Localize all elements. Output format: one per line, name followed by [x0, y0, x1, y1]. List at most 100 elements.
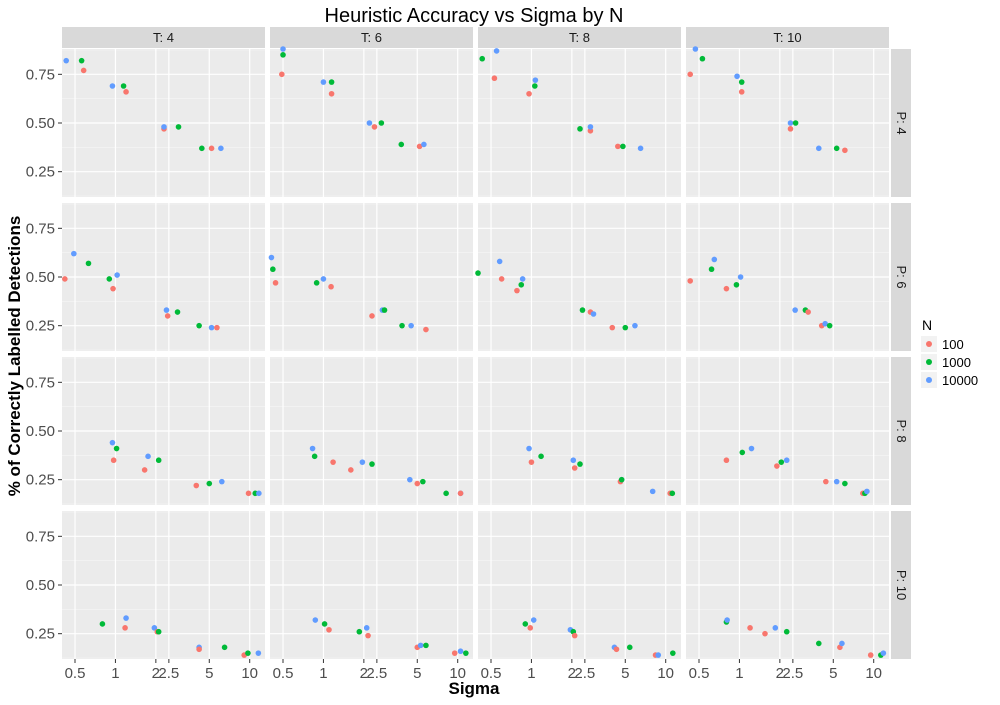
data-point-n-100	[615, 143, 621, 150]
data-point-n-1000	[792, 120, 799, 126]
legend: N 100 1000 10000	[921, 317, 978, 388]
data-point-n-1000	[463, 650, 469, 656]
panel	[270, 511, 473, 659]
data-point-n-1000	[270, 266, 276, 273]
row-strip-label: P: 10	[894, 570, 909, 600]
data-point-n-1000	[356, 628, 363, 635]
data-point-n-1000	[321, 621, 328, 627]
data-point-n-10000	[590, 311, 597, 317]
x-tick-label: 5	[205, 665, 213, 682]
data-point-n-1000	[826, 322, 833, 329]
y-tick-label: 0.75	[26, 528, 55, 545]
data-point-n-100	[328, 90, 335, 97]
panel	[62, 49, 265, 197]
data-point-n-1000	[538, 453, 544, 460]
data-point-n-1000	[311, 453, 318, 460]
data-point-n-10000	[772, 625, 779, 631]
data-point-n-100	[738, 89, 745, 95]
legend-marker	[926, 359, 932, 365]
data-point-n-1000	[280, 52, 286, 58]
x-tick-label: 2	[152, 665, 160, 682]
data-point-n-10000	[783, 457, 790, 464]
y-tick-label: 0.25	[26, 318, 55, 335]
data-point-n-100	[371, 124, 378, 130]
data-point-n-1000	[738, 79, 745, 85]
data-point-n-100	[774, 463, 780, 469]
data-point-n-100	[527, 625, 534, 631]
data-point-n-10000	[493, 48, 500, 54]
data-point-n-10000	[711, 256, 718, 263]
x-tick-label: 0.5	[273, 665, 294, 682]
data-point-n-1000	[522, 621, 529, 627]
data-point-n-10000	[114, 272, 120, 278]
x-tick-label: 1	[111, 665, 119, 682]
data-point-n-100	[208, 145, 215, 152]
data-point-n-10000	[833, 478, 840, 485]
data-point-n-10000	[649, 488, 656, 495]
data-point-n-1000	[399, 322, 405, 329]
data-point-n-1000	[783, 628, 790, 635]
data-point-n-10000	[320, 79, 327, 85]
x-tick-label: 0.5	[65, 665, 86, 682]
legend-label: 10000	[942, 373, 978, 388]
data-point-n-1000	[778, 459, 785, 465]
data-point-n-1000	[175, 124, 182, 130]
row-strip	[891, 49, 911, 197]
x-tick-label: 0.5	[689, 665, 710, 682]
data-point-n-10000	[724, 617, 730, 623]
data-point-n-1000	[443, 490, 449, 497]
data-point-n-100	[110, 285, 116, 292]
data-point-n-1000	[620, 143, 626, 150]
data-point-n-100	[823, 478, 829, 485]
x-tick-label: 2	[360, 665, 368, 682]
data-point-n-10000	[63, 57, 70, 64]
data-point-n-1000	[155, 457, 162, 464]
y-tick-label: 0.75	[26, 220, 55, 237]
data-point-n-100	[514, 287, 520, 294]
data-point-n-10000	[309, 445, 316, 452]
data-point-n-1000	[618, 476, 625, 483]
data-point-n-1000	[196, 322, 202, 329]
column-strip	[62, 27, 265, 48]
data-point-n-100	[687, 71, 694, 78]
data-point-n-1000	[120, 83, 127, 89]
data-point-n-10000	[359, 459, 366, 465]
data-point-n-10000	[320, 276, 327, 282]
x-tick-label: 10	[449, 665, 466, 682]
data-point-n-10000	[109, 83, 116, 89]
legend-marker	[926, 341, 932, 347]
data-point-n-100	[330, 459, 336, 465]
data-point-n-10000	[815, 145, 822, 152]
data-point-n-100	[348, 467, 354, 473]
data-point-n-1000	[381, 307, 388, 313]
data-point-n-100	[787, 126, 794, 132]
data-point-n-100	[123, 89, 129, 95]
y-tick-label: 0.25	[26, 164, 55, 181]
data-point-n-10000	[519, 276, 526, 282]
data-point-n-100	[214, 324, 220, 331]
data-point-n-1000	[669, 490, 676, 497]
row-strip-label: P: 4	[894, 111, 909, 134]
data-point-n-1000	[206, 480, 213, 487]
data-point-n-100	[528, 459, 535, 465]
x-tick-label: 2.5	[782, 665, 803, 682]
data-point-n-10000	[570, 457, 577, 464]
data-point-n-10000	[256, 490, 262, 497]
data-point-n-100	[245, 490, 252, 497]
data-point-n-10000	[363, 625, 370, 631]
data-point-n-1000	[622, 324, 629, 331]
data-point-n-10000	[312, 617, 319, 623]
data-point-n-100	[279, 71, 285, 78]
data-point-n-100	[762, 630, 768, 637]
data-point-n-100	[867, 652, 874, 658]
panel	[478, 511, 681, 659]
data-point-n-1000	[78, 57, 85, 64]
panel	[62, 357, 265, 505]
y-axis-title: % of Correctly Labelled Detections	[5, 216, 24, 497]
column-strip-label: T: 10	[773, 30, 801, 45]
data-point-n-10000	[655, 652, 662, 658]
data-point-n-10000	[208, 324, 215, 331]
data-point-n-10000	[737, 274, 744, 280]
data-point-n-1000	[577, 126, 583, 132]
